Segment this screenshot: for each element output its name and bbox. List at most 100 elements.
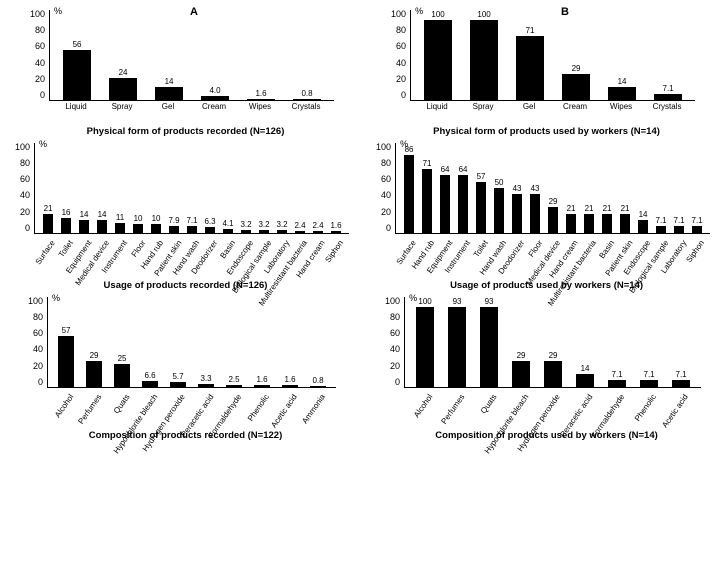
ytick: 20 [33, 362, 43, 371]
xlabel: Liquid [414, 101, 460, 112]
xlabel: Wipes [237, 101, 283, 112]
bar-slot: 14 [634, 143, 652, 233]
bar-slot: 1.6 [327, 143, 345, 233]
bar-slot: 21 [580, 143, 598, 233]
bar [530, 194, 540, 233]
bar-value: 57 [477, 172, 486, 181]
xlabel-slot: Perfumes [79, 388, 107, 428]
xlabel: Cream [552, 101, 598, 112]
xlabel: Crystals [644, 101, 690, 112]
xlabel-slot: Multiresistant bacteria [579, 234, 597, 278]
bar-slot: 43 [508, 143, 526, 233]
panel-B3: 100806040200 % 100 93 93 29 [376, 297, 713, 441]
xlabel: Cream [191, 101, 237, 112]
bar-slot: 64 [454, 143, 472, 233]
bar-slot: 0.8 [284, 10, 330, 100]
bar-value: 14 [98, 210, 107, 219]
plot: 100806040200 % 57 29 25 6.6 [28, 297, 343, 428]
bar [448, 307, 466, 387]
bar-value: 2.4 [294, 221, 305, 230]
yaxis: 100806040200 [385, 297, 404, 387]
bar-slot: 14 [569, 297, 601, 387]
bar-value: 2.4 [312, 221, 323, 230]
ytick: 100 [376, 143, 391, 152]
bar [86, 361, 102, 387]
bar [226, 385, 242, 387]
chart-column: % 56 24 14 4.0 1.6 [49, 10, 341, 112]
bar-slot: 7.1 [601, 297, 633, 387]
bar-value: 29 [517, 351, 526, 360]
bar-value: 3.2 [258, 220, 269, 229]
bar [512, 361, 530, 387]
xlabel: Gel [506, 101, 552, 112]
bar-value: 14 [639, 210, 648, 219]
chart-area: % 100 100 71 29 14 [410, 10, 695, 101]
bar [654, 94, 682, 100]
bar [576, 374, 594, 387]
bar-value: 64 [441, 165, 450, 174]
bar-slot: 4.0 [192, 10, 238, 100]
bars: 86 71 64 64 57 50 [396, 143, 710, 233]
caption: Physical form of products used by worker… [433, 126, 660, 137]
xlabel-slot: Alcohol [408, 388, 440, 428]
bar-slot: 3.2 [237, 143, 255, 233]
bar-value: 4.1 [222, 219, 233, 228]
bar [295, 231, 305, 233]
bar-slot: 10 [129, 143, 147, 233]
bar-slot: 29 [553, 10, 599, 100]
bars: 57 29 25 6.6 5.7 3.3 [48, 297, 336, 387]
caption: Composition of products used by workers … [435, 430, 658, 441]
bar-slot: 21 [598, 143, 616, 233]
bar-value: 29 [549, 197, 558, 206]
chart-column: % 100 100 71 29 14 [410, 10, 702, 112]
xlabel: Siphon [323, 238, 346, 265]
bar-value: 1.6 [330, 221, 341, 230]
xlabel-slot: Alcohol [51, 388, 79, 428]
ytick: 0 [40, 91, 45, 100]
bar [602, 214, 612, 233]
xaxis: LiquidSprayGelCreamWipesCrystals [49, 101, 341, 112]
ytick: 100 [15, 143, 30, 152]
bar-slot: 7.1 [645, 10, 691, 100]
chart-area: % 21 16 14 14 11 10 [34, 143, 349, 234]
panel-A3: 100806040200 % 57 29 25 6.6 [15, 297, 356, 441]
bar [562, 74, 590, 100]
bar [58, 336, 74, 387]
bar-slot: 21 [616, 143, 634, 233]
bar [620, 214, 630, 233]
bar-value: 16 [62, 208, 71, 217]
bar [424, 20, 452, 100]
xlabel-slot: Peracetic acid [568, 388, 600, 428]
bar-value: 71 [423, 159, 432, 168]
bar-value: 1.6 [255, 89, 266, 98]
ytick: 40 [390, 345, 400, 354]
bar-value: 7.1 [692, 216, 703, 225]
xlabel-slot: Surface [38, 234, 56, 278]
bar-value: 11 [116, 213, 124, 222]
bar [277, 230, 287, 233]
bar [223, 229, 233, 233]
bar [293, 99, 321, 100]
ytick: 40 [20, 191, 30, 200]
bar-value: 29 [90, 351, 99, 360]
bar [61, 218, 71, 232]
bar [566, 214, 576, 233]
bar [638, 220, 648, 233]
bar-value: 7.1 [612, 370, 623, 379]
xlabel: Acetic acid [660, 392, 691, 430]
bar-slot: 7.1 [183, 143, 201, 233]
bar-slot: 100 [415, 10, 461, 100]
ytick: 20 [20, 208, 30, 217]
xlabel-slot: Formaldehyde [219, 388, 247, 428]
bar-value: 7.9 [168, 216, 179, 225]
bar-value: 50 [495, 178, 504, 187]
bar-value: 14 [618, 77, 627, 86]
bar-slot: 14 [146, 10, 192, 100]
xlabel-slot: Deodorizer [507, 234, 525, 278]
ytick: 60 [35, 42, 45, 51]
bar [512, 194, 522, 233]
bar-value: 21 [621, 204, 630, 213]
bar-value: 2.5 [228, 375, 239, 384]
bar [310, 386, 326, 387]
bar-value: 10 [152, 214, 161, 223]
